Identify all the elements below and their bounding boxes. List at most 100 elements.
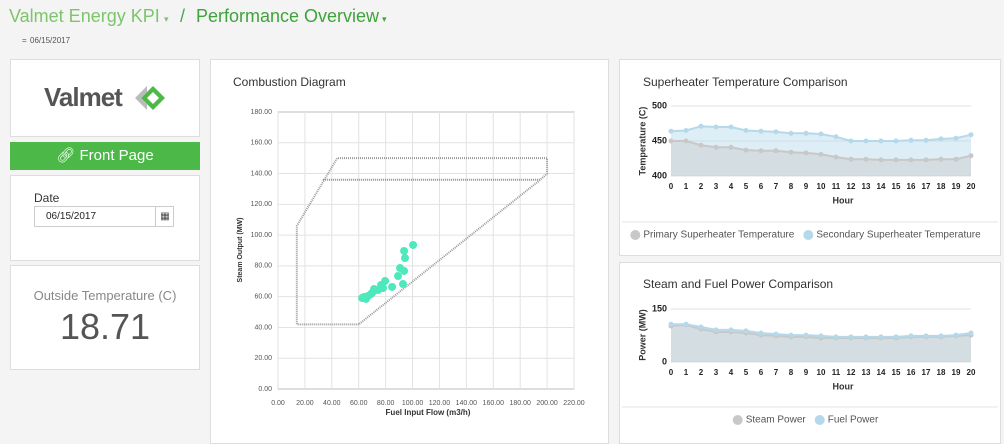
- series-marker: [683, 321, 689, 327]
- x-tick-label: 6: [759, 368, 764, 377]
- series-marker: [863, 334, 869, 340]
- series-marker: [788, 130, 794, 136]
- series-marker: [683, 128, 689, 133]
- series-marker: [773, 148, 779, 154]
- temperature-value: 18.71: [59, 306, 151, 347]
- series-marker: [893, 157, 899, 163]
- y-axis-title: Steam Output (MW): [237, 218, 244, 283]
- series-marker: [923, 157, 929, 163]
- dropdown-arrow[interactable]: ▾: [164, 14, 169, 24]
- series-marker: [728, 124, 734, 130]
- legend-label: Primary Superheater Temperature: [643, 230, 794, 241]
- series-marker: [803, 150, 809, 156]
- plot-border: [277, 111, 575, 390]
- x-tick-label: 3: [714, 182, 719, 191]
- calendar-icon[interactable]: ▦: [155, 207, 174, 226]
- series-marker: [743, 328, 749, 334]
- series-marker: [668, 128, 674, 134]
- x-axis-title: Fuel Input Flow (m3/h): [386, 408, 471, 417]
- series-marker: [938, 333, 944, 339]
- y-tick-label: 40.00: [254, 324, 272, 331]
- series-marker: [923, 333, 929, 339]
- temperature-box: Outside Temperature (C) 18.71: [10, 265, 200, 370]
- y-axis-title: Temperature (C): [637, 107, 647, 176]
- series-marker: [833, 134, 839, 140]
- y-tick-label: 400: [652, 170, 667, 180]
- series-marker: [953, 332, 959, 338]
- series-marker: [758, 330, 764, 336]
- series-marker: [848, 138, 854, 144]
- series-marker: [758, 128, 764, 134]
- power-panel: [619, 262, 1001, 444]
- series-marker: [878, 138, 884, 144]
- y-tick-label: 120.00: [251, 201, 273, 208]
- series-marker: [968, 330, 974, 336]
- x-axis-title: Hour: [833, 195, 854, 205]
- x-tick-label: 8: [789, 368, 794, 377]
- front-page-button[interactable]: 🔗︎ Front Page: [10, 142, 200, 170]
- x-tick-label: 2: [699, 182, 704, 191]
- y-tick-label: 140.00: [251, 170, 273, 177]
- series-marker: [683, 138, 689, 144]
- scatter-point: [394, 272, 403, 281]
- series-marker: [818, 131, 824, 137]
- series-marker: [863, 156, 869, 162]
- x-tick-label: 20: [967, 182, 976, 191]
- x-axis-title: Hour: [833, 381, 854, 391]
- date-value: 06/15/2017: [46, 211, 97, 222]
- dropdown-arrow[interactable]: ▾: [382, 14, 387, 24]
- area-fill: [671, 141, 971, 176]
- date-input[interactable]: 06/15/2017 ▦: [34, 206, 174, 227]
- y-tick-label: 20.00: [254, 355, 272, 362]
- x-tick-label: 13: [862, 182, 871, 191]
- series-marker: [698, 123, 704, 129]
- chart-title: Combustion Diagram: [233, 75, 346, 89]
- x-tick-label: 100.00: [402, 400, 424, 407]
- link-icon: 🔗︎: [56, 147, 80, 164]
- series-marker: [833, 334, 839, 340]
- x-tick-label: 200.00: [536, 400, 558, 407]
- x-tick-label: 1: [684, 368, 689, 377]
- y-tick-label: 0: [662, 356, 667, 366]
- page-title[interactable]: Performance Overview: [196, 6, 380, 26]
- y-tick-label: 0.00: [258, 386, 272, 393]
- date-box: Date 06/15/2017 ▦: [10, 175, 200, 261]
- x-tick-label: 160.00: [483, 400, 505, 407]
- envelope-line: [295, 157, 549, 326]
- legend-marker: [814, 415, 825, 425]
- superheater-panel: [619, 59, 1001, 256]
- x-tick-label: 7: [774, 368, 779, 377]
- x-tick-label: 4: [729, 182, 734, 191]
- x-tick-label: 3: [714, 368, 719, 377]
- legend-label: Fuel Power: [828, 415, 879, 426]
- series-marker: [668, 138, 674, 144]
- logo-text: Valmet: [44, 82, 123, 112]
- x-tick-label: 15: [892, 182, 901, 191]
- series-marker: [878, 334, 884, 340]
- x-tick-label: 0: [669, 368, 674, 377]
- series-marker: [803, 332, 809, 338]
- x-tick-label: 14: [877, 182, 886, 191]
- x-tick-label: 40.00: [323, 400, 341, 407]
- y-tick-label: 180.00: [251, 109, 273, 116]
- filter-date: 06/15/2017: [30, 36, 71, 45]
- legend-label: Steam Power: [746, 415, 807, 426]
- y-tick-label: 60.00: [254, 294, 272, 301]
- x-tick-label: 20: [967, 368, 976, 377]
- series-marker: [908, 157, 914, 163]
- x-tick-label: 60.00: [350, 400, 368, 407]
- series-marker: [818, 151, 824, 157]
- scatter-point: [400, 246, 409, 255]
- series-marker: [803, 130, 809, 136]
- series-marker: [923, 137, 929, 143]
- x-tick-label: 19: [952, 368, 961, 377]
- separator: /: [180, 6, 186, 26]
- series-marker: [788, 149, 794, 155]
- y-tick-label: 500: [652, 100, 667, 110]
- series-marker: [908, 137, 914, 143]
- x-tick-label: 1: [684, 182, 689, 191]
- x-tick-label: 10: [817, 368, 826, 377]
- series-marker: [668, 321, 674, 327]
- x-tick-label: 9: [804, 182, 809, 191]
- app-title[interactable]: Valmet Energy KPI: [9, 6, 160, 26]
